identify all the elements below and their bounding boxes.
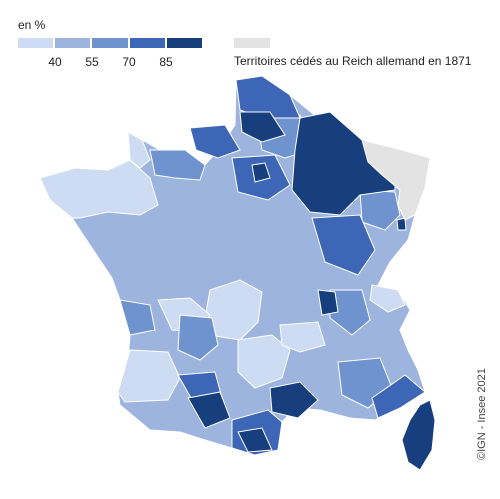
region-territoire-belfort-very-strong	[396, 217, 407, 231]
region-seine-maritime-strong	[189, 124, 241, 159]
source-credit: ©IGN - Insee 2021	[476, 368, 488, 460]
region-bourgogne-strong	[311, 214, 376, 276]
legend-title: en %	[18, 18, 46, 32]
region-oise-very-strong	[239, 111, 286, 143]
legend-swatch-5	[166, 38, 203, 48]
region-cotentin	[127, 131, 151, 169]
region-alps-light	[369, 284, 406, 313]
region-lorraine-medium	[359, 189, 401, 231]
region-landes-light	[117, 349, 181, 403]
ceded-territories-region	[361, 139, 431, 221]
ceded-territories-swatch	[234, 38, 270, 48]
region-alpes-maritimes-strong	[371, 374, 426, 419]
region-gard-very-strong	[269, 381, 319, 419]
region-normandy-medium	[149, 149, 206, 181]
region-auvergne-light	[279, 321, 326, 353]
legend-tick-55: 55	[85, 55, 99, 69]
region-brittany	[39, 159, 159, 219]
region-gironde-very-strong	[187, 391, 231, 429]
region-massif-light	[237, 334, 291, 389]
region-paris-very-strong	[251, 162, 271, 183]
corsica-island	[401, 399, 436, 471]
legend-tick-40: 40	[48, 55, 62, 69]
legend-color-scale	[18, 38, 203, 48]
legend-swatch-2	[55, 38, 91, 48]
legend-swatch-1	[18, 38, 54, 48]
region-pyrenees-very-strong	[237, 427, 273, 453]
region-northeast-very-strong	[291, 111, 396, 216]
legend-swatch-4	[129, 38, 165, 48]
ceded-territories-label: Territoires cédés au Reich allemand en 1…	[234, 54, 472, 68]
region-isere-very-strong	[317, 289, 339, 316]
region-loire-medium	[119, 299, 156, 336]
region-charentes-medium	[177, 314, 219, 361]
legend-swatch-3	[92, 38, 128, 48]
legend-tick-85: 85	[159, 55, 173, 69]
legend-tick-70: 70	[122, 55, 136, 69]
